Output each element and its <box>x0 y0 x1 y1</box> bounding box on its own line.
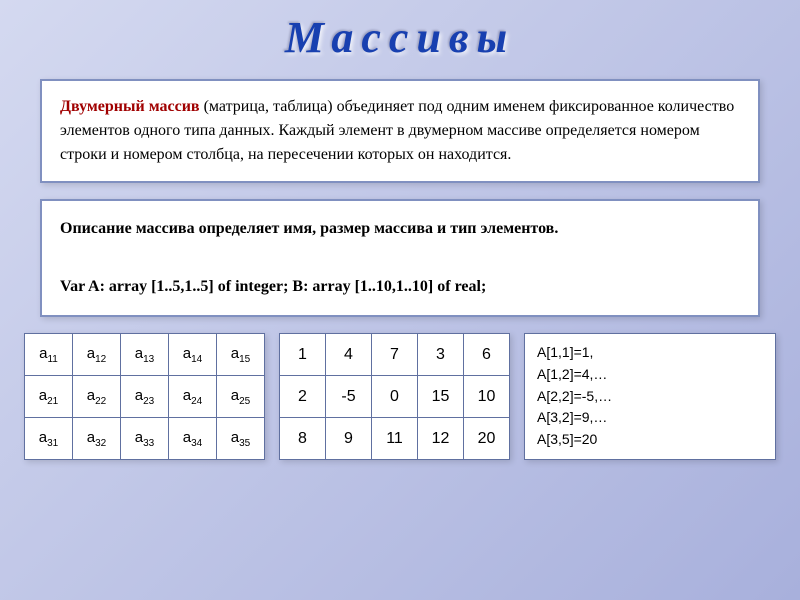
value-cell: 9 <box>326 418 372 460</box>
bottom-row: a11a12a13a14a15a21a22a23a24a25a31a32a33a… <box>0 333 800 460</box>
index-cell: a31 <box>25 418 73 460</box>
access-panel: A[1,1]=1,A[1,2]=4,…A[2,2]=-5,…A[3,2]=9,…… <box>524 333 776 459</box>
value-cell: -5 <box>326 376 372 418</box>
value-cell: 12 <box>418 418 464 460</box>
page-title: Массивы <box>0 0 800 63</box>
value-cell: 1 <box>280 334 326 376</box>
index-cell: a32 <box>73 418 121 460</box>
index-table: a11a12a13a14a15a21a22a23a24a25a31a32a33a… <box>24 333 265 460</box>
access-line: A[3,5]=20 <box>537 429 763 451</box>
declaration-line1: Описание массива определяет имя, размер … <box>60 215 740 244</box>
value-cell: 0 <box>372 376 418 418</box>
access-line: A[2,2]=-5,… <box>537 386 763 408</box>
index-cell: a21 <box>25 376 73 418</box>
value-cell: 3 <box>418 334 464 376</box>
values-table: 14736 2-501510 89111220 <box>279 333 510 460</box>
declaration-line2: Var A: array [1..5,1..5] of integer; B: … <box>60 273 740 302</box>
index-cell: a25 <box>217 376 265 418</box>
index-cell: a12 <box>73 334 121 376</box>
value-cell: 20 <box>464 418 510 460</box>
index-cell: a14 <box>169 334 217 376</box>
index-cell: a34 <box>169 418 217 460</box>
value-cell: 8 <box>280 418 326 460</box>
access-line: A[1,1]=1, <box>537 342 763 364</box>
declaration-panel: Описание массива определяет имя, размер … <box>40 199 760 317</box>
index-cell: a22 <box>73 376 121 418</box>
value-cell: 7 <box>372 334 418 376</box>
definition-lead: Двумерный массив <box>60 98 200 115</box>
value-cell: 2 <box>280 376 326 418</box>
value-cell: 10 <box>464 376 510 418</box>
value-cell: 11 <box>372 418 418 460</box>
index-cell: a23 <box>121 376 169 418</box>
value-cell: 15 <box>418 376 464 418</box>
index-cell: a24 <box>169 376 217 418</box>
value-cell: 6 <box>464 334 510 376</box>
index-cell: a35 <box>217 418 265 460</box>
index-cell: a13 <box>121 334 169 376</box>
index-cell: a33 <box>121 418 169 460</box>
index-cell: a11 <box>25 334 73 376</box>
definition-panel: Двумерный массив (матрица, таблица) объе… <box>40 79 760 183</box>
access-line: A[3,2]=9,… <box>537 407 763 429</box>
index-cell: a15 <box>217 334 265 376</box>
access-line: A[1,2]=4,… <box>537 364 763 386</box>
value-cell: 4 <box>326 334 372 376</box>
